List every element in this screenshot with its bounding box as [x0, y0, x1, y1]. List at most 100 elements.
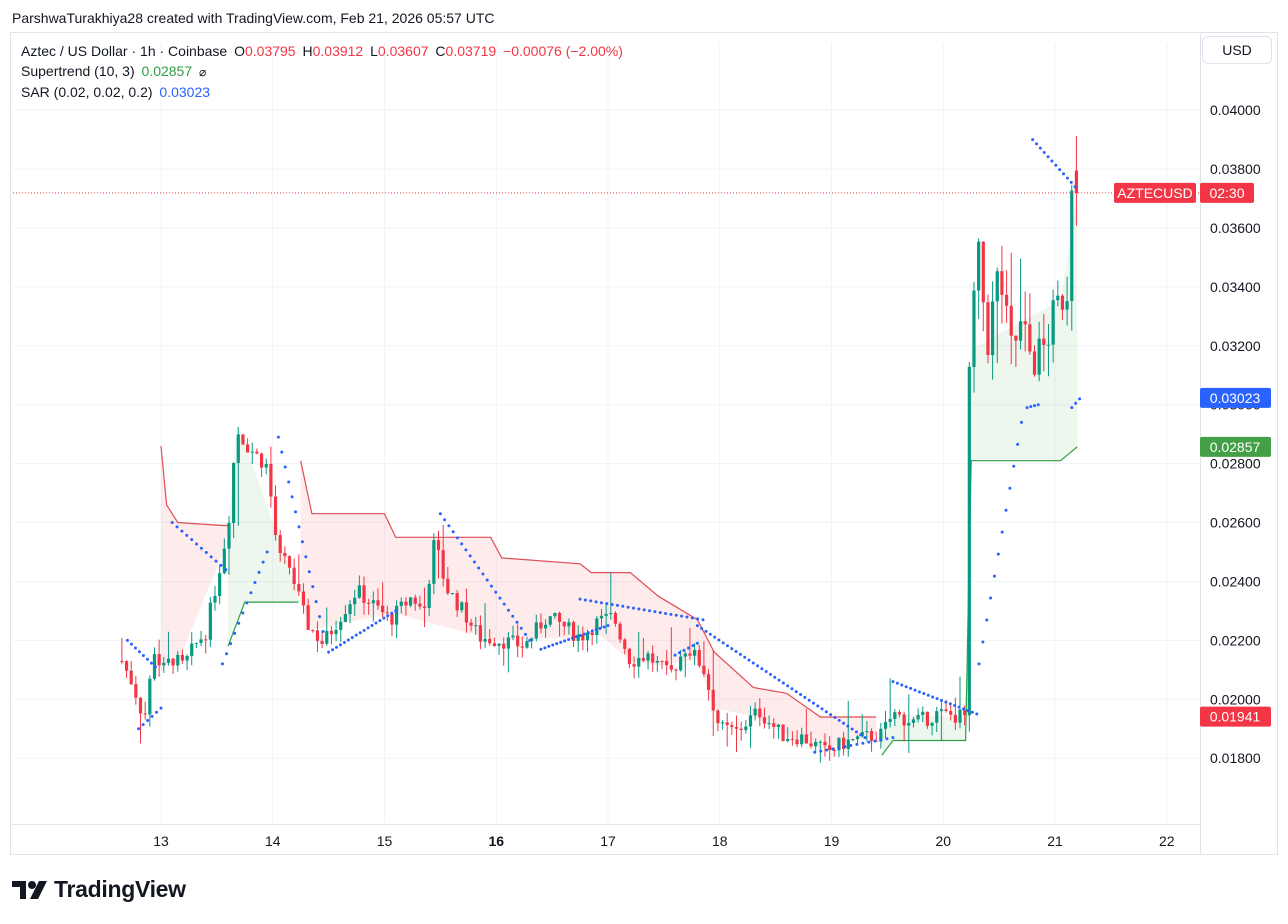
- candle-body: [520, 646, 524, 648]
- sar-dot: [149, 661, 153, 665]
- sar-dot: [854, 730, 858, 734]
- sar-dot: [485, 578, 489, 582]
- candle-body: [334, 629, 338, 635]
- legend-symbol-row[interactable]: Aztec / US Dollar · 1h · Coinbase O0.037…: [21, 41, 626, 61]
- candle-body: [194, 642, 198, 644]
- sar-dot: [1012, 464, 1016, 468]
- sar-dot: [799, 693, 803, 697]
- x-tick-label: 17: [600, 833, 616, 849]
- sar-dot: [768, 672, 772, 676]
- sar-dot: [559, 640, 563, 644]
- currency-selector[interactable]: USD: [1202, 36, 1272, 64]
- legend-sar-row[interactable]: SAR (0.02, 0.02, 0.2) 0.03023: [21, 82, 626, 102]
- sar-dot: [539, 647, 543, 651]
- price-chart[interactable]: 0.04000 0.03800 0.03600 0.03400 0.03200 0.030…: [11, 33, 1279, 856]
- candle-body: [534, 622, 538, 639]
- sar-dot: [195, 542, 199, 546]
- sar-dot: [989, 596, 993, 600]
- sar-dot: [438, 512, 442, 516]
- candle-body: [171, 658, 175, 666]
- sar-dot: [265, 550, 269, 554]
- legend-supertrend-row[interactable]: Supertrend (10, 3) 0.02857 ⌀: [21, 61, 626, 82]
- sar-dot: [751, 661, 755, 665]
- candle-body: [883, 721, 888, 729]
- sar-dot: [962, 707, 966, 711]
- legend-symbol[interactable]: Aztec / US Dollar · 1h · Coinbase: [21, 43, 228, 59]
- sar-dot: [125, 638, 129, 642]
- sar-dot: [318, 615, 322, 619]
- legend-open-label: O: [234, 43, 245, 59]
- candle-body: [478, 625, 483, 642]
- sar-dot: [225, 652, 229, 656]
- sar-dot: [626, 605, 630, 609]
- sar-dot: [327, 650, 331, 654]
- candle-body: [674, 669, 678, 671]
- candle-body: [325, 630, 329, 644]
- candle-body: [185, 655, 189, 661]
- candle-body: [618, 623, 622, 640]
- sar-dot: [725, 644, 729, 648]
- sar-dot: [443, 518, 447, 522]
- candle-body: [944, 709, 948, 711]
- sar-dot: [1078, 397, 1082, 401]
- chart-frame[interactable]: 0.04000 0.03800 0.03600 0.03400 0.03200 0.030…: [10, 32, 1278, 855]
- sar-dot: [551, 643, 555, 647]
- sar-dot: [820, 707, 824, 711]
- sar-dot: [366, 626, 370, 630]
- sar-dot: [700, 627, 704, 631]
- candle-body: [753, 708, 757, 716]
- sar-dot: [582, 632, 586, 636]
- candle-body: [157, 654, 161, 666]
- sar-dot: [342, 640, 346, 644]
- sar-dot: [756, 664, 760, 668]
- candle-body: [953, 714, 957, 723]
- candle-body: [613, 613, 618, 624]
- candle-body: [1046, 344, 1051, 346]
- sar-dot: [777, 678, 781, 682]
- sar-dot: [843, 745, 847, 749]
- supertrend-label[interactable]: Supertrend (10, 3): [21, 63, 135, 79]
- legend-low-value: 0.03607: [377, 43, 429, 59]
- candle-body: [832, 749, 836, 751]
- candle-body: [711, 689, 715, 711]
- candle-body: [800, 734, 804, 745]
- candle-body: [180, 654, 185, 661]
- sar-dot: [280, 450, 284, 454]
- sar-dot: [621, 604, 625, 608]
- sar-dot: [664, 611, 668, 615]
- candle-body: [599, 615, 604, 619]
- candle-body: [935, 711, 939, 723]
- candle-body: [213, 595, 217, 603]
- legend-high-value: 0.03912: [312, 43, 364, 59]
- sar-dot: [498, 596, 502, 600]
- sar-dot: [678, 651, 682, 655]
- sar-dot: [494, 590, 498, 594]
- sar-dot: [598, 626, 602, 630]
- sar-label[interactable]: SAR (0.02, 0.02, 0.2): [21, 84, 153, 100]
- tradingview-logo-text: TradingView: [54, 876, 186, 902]
- y-tick-label: 0.02400: [1210, 573, 1261, 589]
- candle-body: [893, 712, 897, 720]
- candle-body: [232, 462, 236, 523]
- sar-dot: [1029, 405, 1033, 409]
- candle-body: [623, 639, 627, 649]
- candle-body: [930, 722, 934, 726]
- candle-body: [790, 738, 794, 740]
- sar-dot: [673, 653, 677, 657]
- candle-body: [236, 434, 240, 463]
- x-tick-label: 14: [265, 833, 281, 849]
- sar-dot: [594, 600, 598, 604]
- sar-dot: [909, 686, 913, 690]
- sar-dot: [185, 533, 189, 537]
- candle-body: [567, 622, 571, 627]
- tradingview-logo[interactable]: TradingView: [12, 876, 186, 903]
- candle-body: [441, 550, 445, 579]
- candle-body: [828, 745, 832, 750]
- y-tick-label: 0.02200: [1210, 632, 1261, 648]
- candle-body: [222, 548, 226, 574]
- legend-high-label: H: [302, 43, 313, 59]
- candle-body: [562, 621, 566, 627]
- sar-dot: [708, 632, 712, 636]
- candle-body: [516, 635, 520, 647]
- sar-dot: [682, 648, 686, 652]
